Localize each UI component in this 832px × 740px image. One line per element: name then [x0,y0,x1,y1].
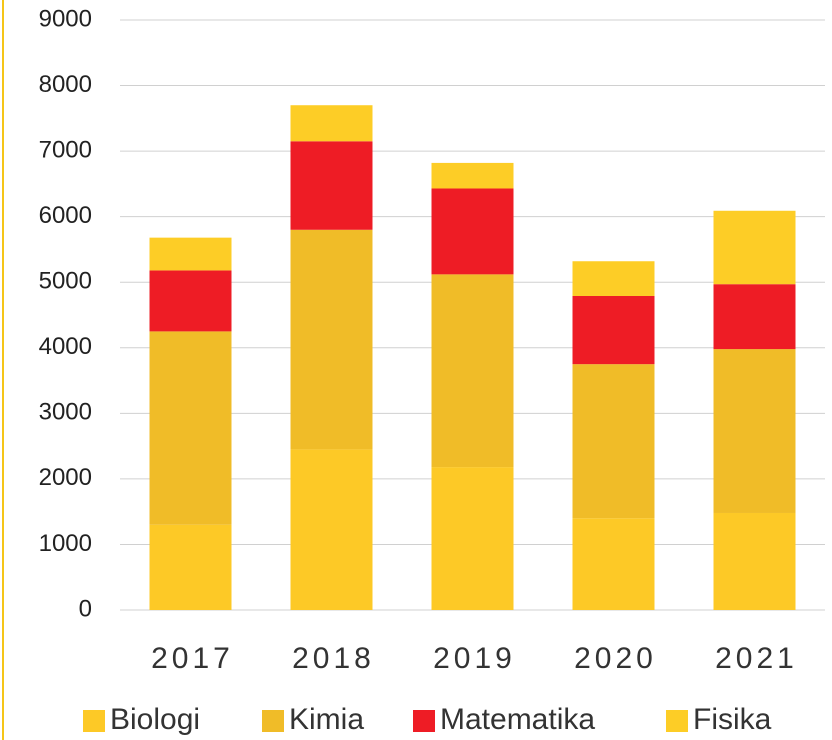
bar-segment [149,524,232,610]
legend-swatch [413,710,435,732]
bar-segment [149,270,232,332]
bar-segment [290,229,373,450]
legend-swatch [666,710,688,732]
bar-segment [290,449,373,610]
y-tick-label: 2000 [39,464,92,491]
y-tick-label: 5000 [39,268,92,295]
y-tick-label: 9000 [39,5,92,32]
bar-segment [431,274,514,468]
x-tick-label: 2018 [292,642,375,675]
legend-swatch [83,710,105,732]
y-tick-label: 0 [79,595,92,622]
bar-segment [290,105,373,142]
x-tick-label: 2017 [151,642,234,675]
bar-segment [713,284,796,350]
bar-segment [290,141,373,230]
bar-segment [572,364,655,519]
y-tick-label: 8000 [39,71,92,98]
legend-label: Kimia [289,703,364,736]
bar-segment [713,512,796,610]
legend-label: Matematika [440,703,595,736]
bar-segment [572,295,655,365]
bar-segment [431,188,514,275]
bar-segment [431,162,514,189]
bar-segment [149,331,232,525]
x-tick-label: 2019 [433,642,516,675]
legend-label: Biologi [110,703,200,736]
bar-segment [149,237,232,271]
x-tick-label: 2021 [715,642,798,675]
bar-segment [572,518,655,610]
y-tick-label: 7000 [39,136,92,163]
legend-label: Fisika [693,703,772,736]
legend-swatch [262,710,284,732]
y-tick-label: 3000 [39,399,92,426]
bar-segment [572,261,655,296]
bar-segment [431,467,514,610]
y-tick-label: 1000 [39,530,92,557]
x-tick-label: 2020 [574,642,657,675]
bar-segment [713,349,796,513]
bar-segment [713,210,796,285]
y-tick-label: 6000 [39,202,92,229]
y-tick-label: 4000 [39,333,92,360]
